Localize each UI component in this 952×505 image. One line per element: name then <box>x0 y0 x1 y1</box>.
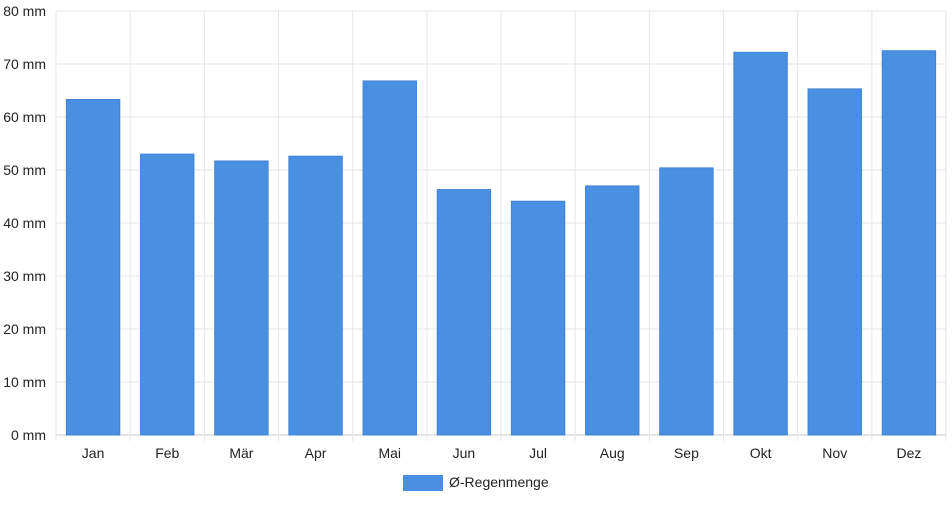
bar-layer <box>65 50 937 436</box>
bar-okt[interactable] <box>733 51 788 436</box>
legend[interactable]: Ø-Regenmenge <box>403 474 549 491</box>
legend-swatch[interactable] <box>403 475 443 491</box>
x-tick-label: Mär <box>229 445 253 461</box>
x-tick-label: Feb <box>155 445 179 461</box>
bar-aug[interactable] <box>585 185 640 436</box>
y-tick-label: 30 mm <box>3 268 46 284</box>
y-tick-label: 40 mm <box>3 215 46 231</box>
y-tick-label: 10 mm <box>3 374 46 390</box>
x-tick-label: Jan <box>82 445 105 461</box>
x-tick-label: Jun <box>453 445 476 461</box>
legend-label[interactable]: Ø-Regenmenge <box>449 474 549 490</box>
bar-sep[interactable] <box>659 167 714 436</box>
bar-nov[interactable] <box>807 88 862 436</box>
bar-mai[interactable] <box>362 80 417 436</box>
grid-layer <box>55 10 947 441</box>
x-tick-label: Okt <box>750 445 772 461</box>
y-tick-label: 70 mm <box>3 56 46 72</box>
bar-apr[interactable] <box>288 155 343 436</box>
bar-jun[interactable] <box>436 189 492 436</box>
bar-dez[interactable] <box>881 50 937 436</box>
y-tick-label: 0 mm <box>11 427 46 443</box>
x-tick-label: Jul <box>529 445 547 461</box>
x-tick-label: Apr <box>305 445 327 461</box>
y-tick-label: 50 mm <box>3 162 46 178</box>
bar-mär[interactable] <box>214 160 269 436</box>
y-tick-label: 60 mm <box>3 109 46 125</box>
bar-jul[interactable] <box>510 200 566 436</box>
bar-feb[interactable] <box>140 153 195 436</box>
y-tick-label: 20 mm <box>3 321 46 337</box>
bar-jan[interactable] <box>65 99 121 436</box>
x-tick-label: Nov <box>822 445 847 461</box>
axis-layer: 0 mm 10 mm 20 mm 30 mm 40 mm 50 mm 60 mm 70 mm 8… <box>3 3 921 461</box>
x-tick-label: Aug <box>600 445 625 461</box>
y-tick-label: 80 mm <box>3 3 46 19</box>
x-tick-label: Mai <box>378 445 401 461</box>
x-tick-label: Sep <box>674 445 699 461</box>
x-tick-label: Dez <box>896 445 921 461</box>
